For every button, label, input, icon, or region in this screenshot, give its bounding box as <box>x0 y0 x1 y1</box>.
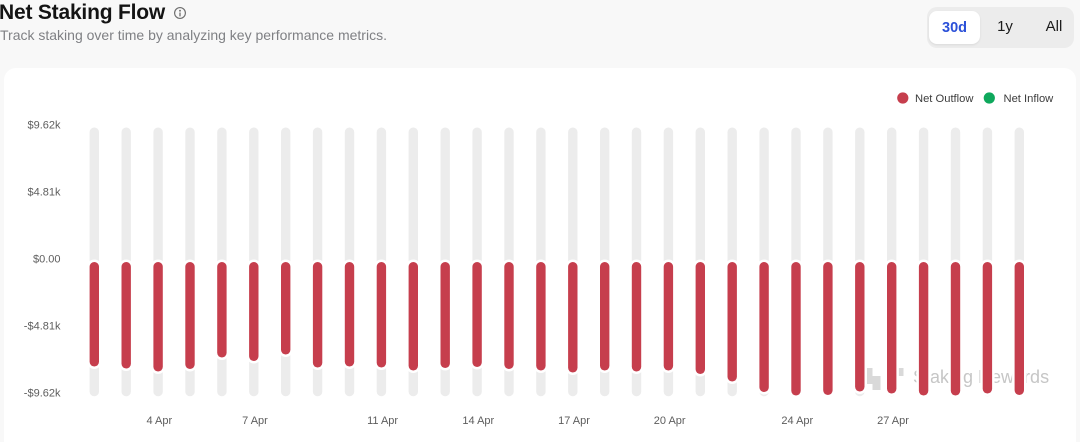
svg-text:11 Apr: 11 Apr <box>367 415 398 427</box>
svg-text:-$9.62k: -$9.62k <box>24 388 61 400</box>
svg-text:20 Apr: 20 Apr <box>654 415 686 427</box>
svg-text:14 Apr: 14 Apr <box>462 415 494 427</box>
svg-text:$9.62k: $9.62k <box>27 120 61 132</box>
svg-text:Net Inflow: Net Inflow <box>1004 93 1055 105</box>
svg-text:4 Apr: 4 Apr <box>146 415 172 427</box>
svg-text:7 Apr: 7 Apr <box>242 415 268 427</box>
svg-text:$4.81k: $4.81k <box>27 187 61 199</box>
svg-text:Net Outflow: Net Outflow <box>915 93 974 105</box>
svg-text:27 Apr: 27 Apr <box>877 415 909 427</box>
svg-text:-$4.81k: -$4.81k <box>24 321 61 333</box>
svg-text:$0.00: $0.00 <box>33 254 61 266</box>
svg-text:24 Apr: 24 Apr <box>781 415 813 427</box>
svg-text:17 Apr: 17 Apr <box>558 415 590 427</box>
